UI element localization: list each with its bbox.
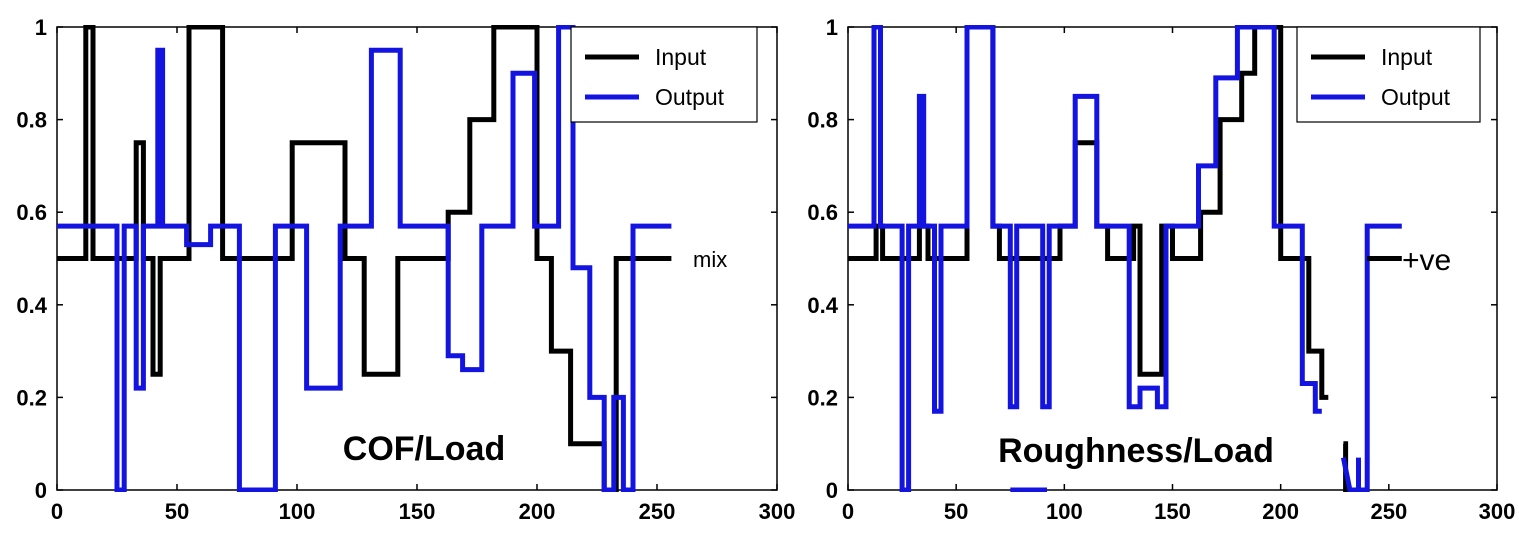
legend-label-output: Output	[655, 84, 725, 110]
legend-box	[570, 26, 758, 123]
y-tick-label: 0.6	[807, 200, 838, 225]
series-line-segment	[1340, 223, 1402, 492]
y-tick-label: 0.4	[807, 293, 838, 318]
legend-label-output: Output	[1381, 84, 1451, 110]
legend-box	[1296, 26, 1481, 123]
x-tick-label: 50	[944, 499, 968, 524]
x-tick-label: 100	[279, 499, 316, 524]
series-line-output	[57, 25, 672, 492]
y-tick-label: 0	[826, 478, 838, 503]
side-label: mix	[693, 247, 727, 272]
chart-panel-1: 0 50 100 150 200 250 300 0 0.2 0.4 0.6 0.8 1 Input Out…	[16, 15, 795, 524]
x-tick-label: 300	[1479, 499, 1516, 524]
x-tick-label: 300	[759, 499, 796, 524]
x-tick-label: 100	[1046, 499, 1083, 524]
x-tick-label: 0	[51, 499, 63, 524]
x-tick-label: 150	[399, 499, 436, 524]
y-tick-label: 0.6	[16, 200, 47, 225]
y-tick-label: 0.2	[16, 385, 47, 410]
y-tick-label: 0.8	[807, 108, 838, 133]
legend: Input Output	[570, 26, 758, 123]
y-tick-label: 0.8	[16, 108, 47, 133]
y-tick-label: 0.2	[807, 385, 838, 410]
x-tick-label: 200	[519, 499, 556, 524]
x-tick-label: 200	[1262, 499, 1299, 524]
chart-panel-2: 0 50 100 150 200 250 300 0 0.2 0.4 0.6 0.8 1 Input Out…	[807, 15, 1515, 524]
series-line-input	[57, 25, 672, 492]
legend-label-input: Input	[655, 44, 707, 70]
y-tick-label: 1	[35, 15, 47, 40]
x-tick-label: 250	[1370, 499, 1407, 524]
x-tick-label: 0	[842, 499, 854, 524]
legend: Input Output	[1296, 26, 1481, 123]
legend-label-input: Input	[1381, 44, 1433, 70]
series-line-input	[848, 25, 1329, 400]
annotation-label: Roughness/Load	[998, 432, 1274, 470]
x-tick-label: 150	[1154, 499, 1191, 524]
x-tick-label: 250	[639, 499, 676, 524]
y-tick-label: 1	[826, 15, 838, 40]
annotation-label: COF/Load	[343, 430, 505, 468]
series-line-output	[848, 25, 1322, 492]
y-tick-label: 0.4	[16, 293, 47, 318]
y-tick-label: 0	[35, 478, 47, 503]
side-label: +ve	[1402, 244, 1451, 277]
x-tick-label: 50	[165, 499, 189, 524]
